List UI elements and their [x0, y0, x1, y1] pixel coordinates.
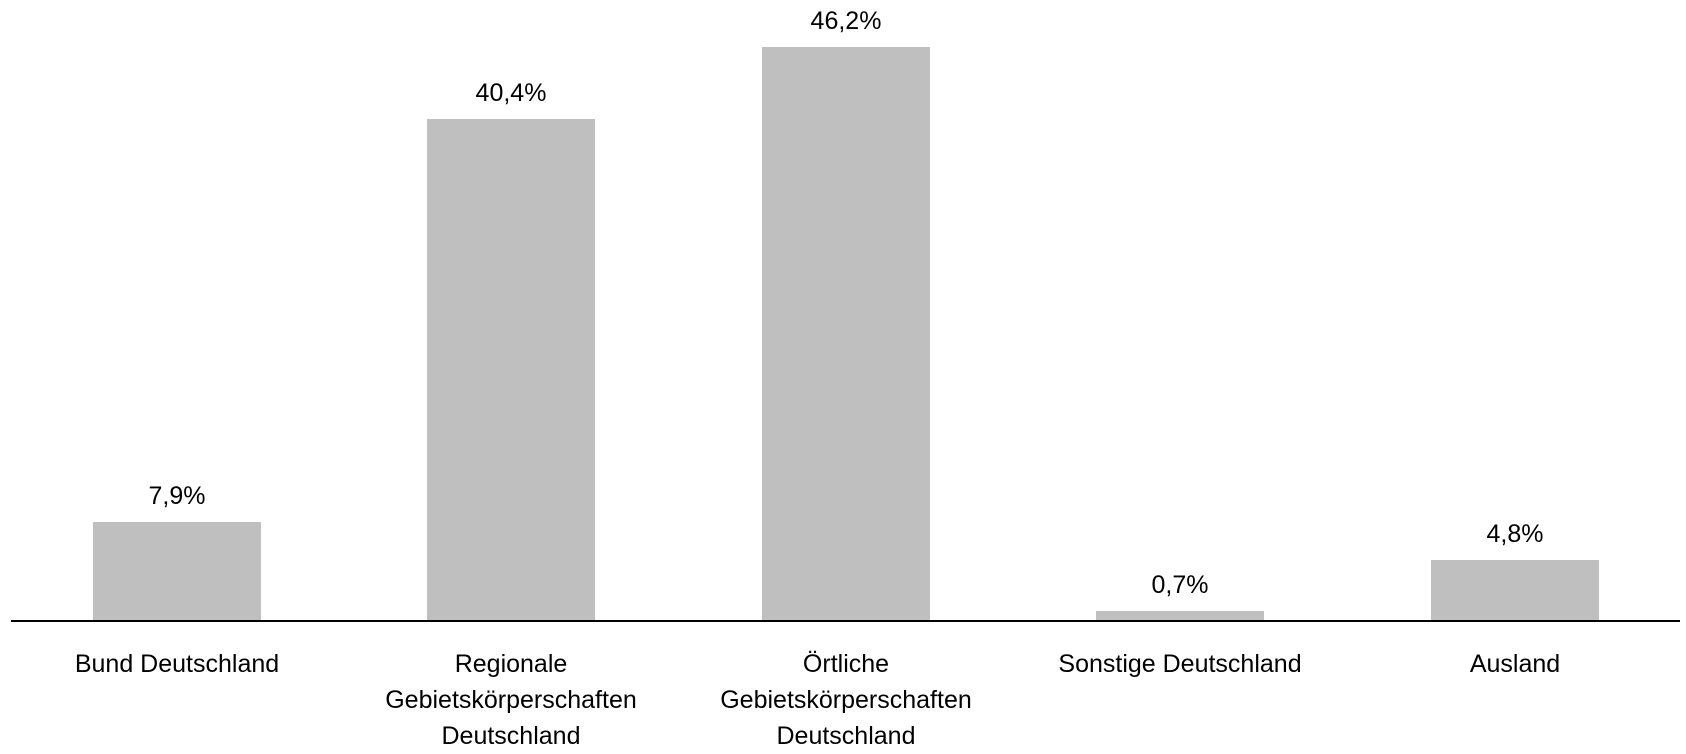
data-label: 40,4% — [475, 79, 547, 108]
x-axis-line — [11, 620, 1680, 622]
x-tick-label: Sonstige Deutschland — [1058, 650, 1302, 678]
bar — [762, 47, 930, 620]
data-label: 7,9% — [148, 482, 206, 511]
bar — [427, 119, 595, 620]
bar — [1096, 611, 1264, 620]
bar — [1431, 560, 1599, 620]
data-label: 4,8% — [1486, 520, 1544, 549]
x-tick-label: Örtliche Gebietskörperschaften Deutschla… — [720, 650, 972, 750]
x-tick-label: Regionale Gebietskörperschaften Deutschl… — [385, 650, 637, 750]
data-label: 0,7% — [1151, 571, 1209, 600]
bar — [93, 522, 261, 620]
x-tick-label: Bund Deutschland — [74, 650, 280, 678]
data-label: 46,2% — [810, 7, 882, 36]
x-tick-label: Ausland — [1469, 650, 1561, 678]
